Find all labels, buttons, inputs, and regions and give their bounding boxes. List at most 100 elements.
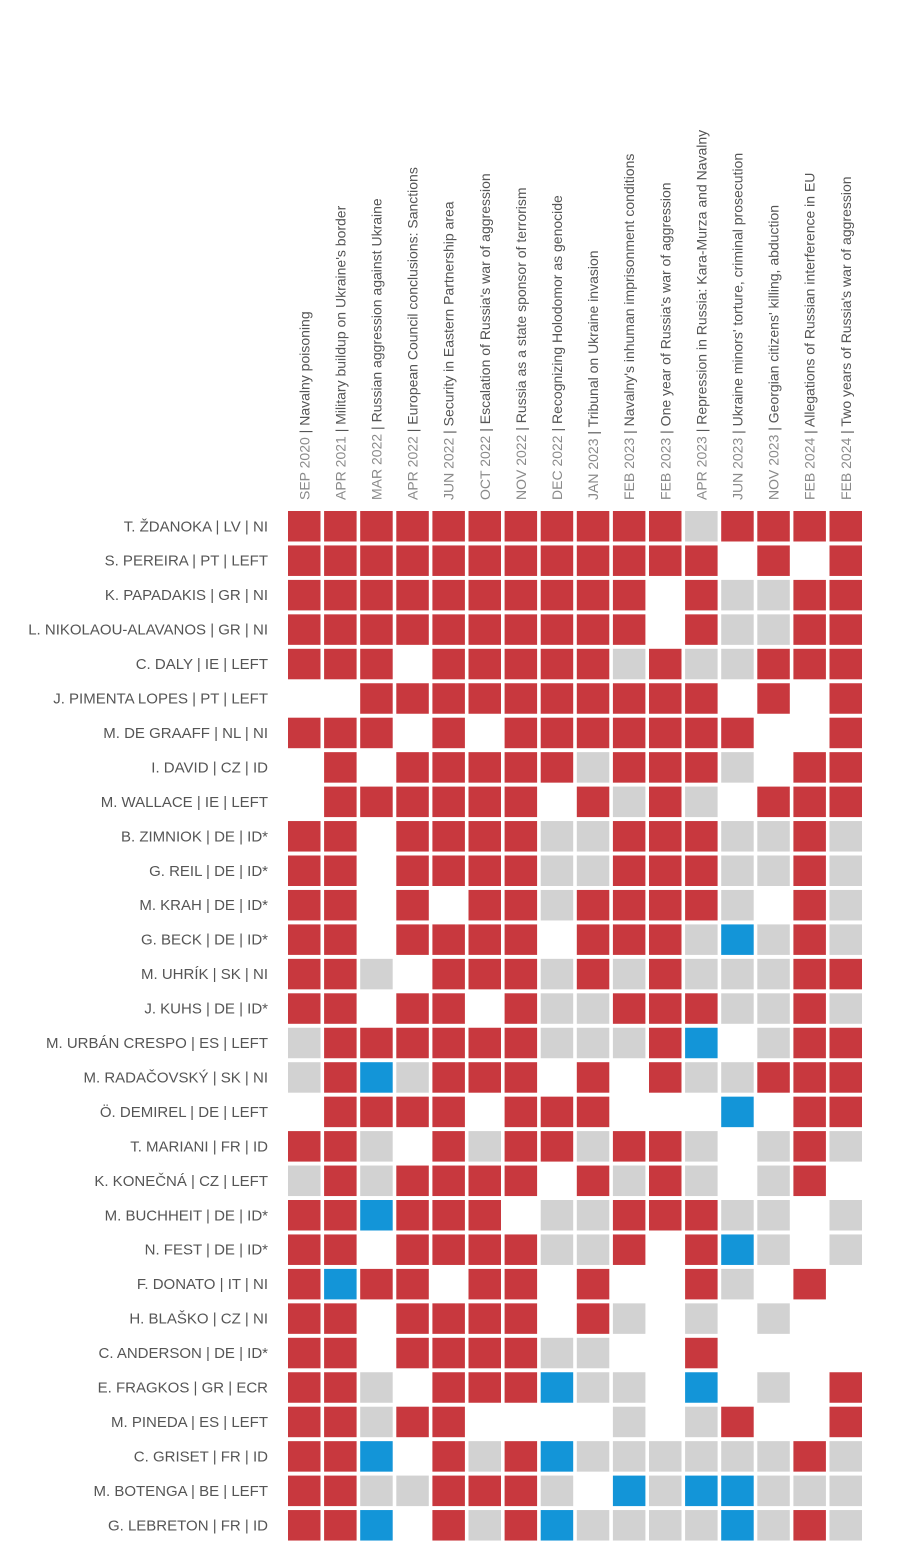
heatmap-cell-red — [757, 511, 790, 542]
heatmap-cell-blue — [721, 1475, 754, 1507]
heatmap-cell-blue — [721, 1096, 754, 1128]
heatmap-cell-red — [793, 855, 826, 886]
heatmap-cell-red — [432, 786, 465, 818]
heatmap-cell-grey — [721, 993, 754, 1024]
heatmap-cell-red — [432, 1131, 465, 1162]
heatmap-cell-red — [468, 786, 501, 818]
heatmap-cell-red — [793, 1165, 826, 1197]
heatmap-cell-red — [576, 717, 610, 749]
heatmap-cell-red — [829, 511, 862, 542]
heatmap-cell-red — [721, 717, 754, 749]
heatmap-cell-grey — [685, 786, 718, 818]
column-date: JUN 2023 — [729, 438, 745, 500]
heatmap-cell-red — [576, 1303, 610, 1334]
row-label: N. FEST | DE | ID* — [145, 1242, 269, 1259]
column-title: Allegations of Russian interference in E… — [802, 173, 818, 427]
heatmap-cell-red — [324, 1441, 357, 1472]
heatmap-cell-red — [504, 545, 538, 576]
column-separator: | — [657, 426, 673, 437]
heatmap-cell-red — [540, 511, 574, 542]
row-label: T. ŽDANOKA | LV | NI — [124, 518, 268, 535]
heatmap-cell-red — [757, 545, 790, 576]
heatmap-cell-red — [649, 889, 682, 921]
column-date: JAN 2023 — [585, 438, 601, 500]
heatmap-cell-red — [504, 1062, 538, 1093]
heatmap-cell-grey — [288, 1062, 321, 1093]
heatmap-cell-red — [396, 1027, 429, 1059]
heatmap-cell-red — [504, 924, 538, 955]
heatmap-cell-red — [432, 958, 465, 990]
heatmap-cell-grey — [396, 1062, 429, 1093]
heatmap-cell-red — [685, 1337, 718, 1369]
heatmap-cell-red — [649, 717, 682, 749]
heatmap-cell-red — [649, 924, 682, 955]
heatmap-cell-grey — [540, 1337, 574, 1369]
heatmap-cell-red — [793, 752, 826, 783]
column-date: OCT 2022 — [477, 435, 493, 500]
heatmap-cell-red — [685, 1268, 718, 1300]
heatmap-cell-grey — [721, 821, 754, 852]
heatmap-cell-red — [468, 1303, 501, 1334]
heatmap-cell-red — [612, 683, 646, 714]
heatmap-cell-grey — [757, 579, 790, 611]
heatmap-cell-red — [576, 1062, 610, 1093]
heatmap-cell-red — [288, 1406, 321, 1438]
heatmap-cell-red — [396, 1406, 429, 1438]
heatmap-cell-red — [288, 1337, 321, 1369]
row-label: C. DALY | IE | LEFT — [136, 656, 268, 673]
heatmap-cell-grey — [612, 958, 646, 990]
heatmap-cell-red — [829, 648, 862, 680]
heatmap-cell-red — [504, 889, 538, 921]
heatmap-cell-grey — [757, 993, 790, 1024]
heatmap-cell-red — [396, 786, 429, 818]
heatmap-cell-red — [576, 648, 610, 680]
heatmap-cell-red — [612, 1131, 646, 1162]
heatmap-cell-red — [612, 614, 646, 645]
heatmap-cell-red — [396, 924, 429, 955]
heatmap-cell-grey — [612, 1441, 646, 1472]
heatmap-cell-grey — [360, 1372, 393, 1403]
heatmap-cell-red — [396, 1200, 429, 1231]
heatmap-cell-red — [360, 683, 393, 714]
heatmap-cell-red — [468, 958, 501, 990]
row-label: M. WALLACE | IE | LEFT — [101, 794, 268, 811]
heatmap-cell-red — [793, 786, 826, 818]
heatmap-cell-red — [576, 1096, 610, 1128]
heatmap-cell-grey — [576, 1372, 610, 1403]
heatmap-cell-grey — [576, 821, 610, 852]
heatmap-cell-red — [540, 579, 574, 611]
heatmap-cell-grey — [829, 993, 862, 1024]
heatmap-cell-red — [612, 1200, 646, 1231]
heatmap-cell-red — [288, 511, 321, 542]
heatmap-cell-grey — [721, 1441, 754, 1472]
heatmap-cell-grey — [829, 924, 862, 955]
heatmap-cell-red — [468, 614, 501, 645]
heatmap-cell-red — [432, 1510, 465, 1541]
heatmap-cell-grey — [685, 1510, 718, 1541]
row-label: M. URBÁN CRESPO | ES | LEFT — [46, 1035, 268, 1052]
heatmap-cell-red — [829, 683, 862, 714]
heatmap-cell-red — [504, 1372, 538, 1403]
heatmap-cell-red — [432, 648, 465, 680]
row-label: M. PINEDA | ES | LEFT — [111, 1414, 268, 1431]
heatmap-cell-red — [288, 614, 321, 645]
heatmap-cell-grey — [576, 752, 610, 783]
column-separator: | — [693, 425, 709, 436]
heatmap-cell-red — [829, 752, 862, 783]
heatmap-cell-red — [324, 545, 357, 576]
heatmap-cell-red — [649, 1165, 682, 1197]
heatmap-cell-red — [432, 855, 465, 886]
heatmap-cell-grey — [360, 958, 393, 990]
column-title: Russia as a state sponsor of terrorism — [513, 187, 529, 423]
heatmap-cell-grey — [468, 1441, 501, 1472]
heatmap-cell-grey — [576, 1200, 610, 1231]
column-label: APR 2023 | Repression in Russia: Kara-Mu… — [693, 130, 709, 500]
heatmap-cell-red — [504, 717, 538, 749]
column-date: JUN 2022 — [441, 438, 457, 500]
heatmap-cell-grey — [540, 993, 574, 1024]
heatmap-cell-red — [504, 648, 538, 680]
heatmap-cell-grey — [685, 1303, 718, 1334]
column-separator: | — [405, 425, 421, 436]
heatmap-cell-grey — [685, 958, 718, 990]
column-title: Military buildup on Ukraine's border — [332, 205, 348, 424]
